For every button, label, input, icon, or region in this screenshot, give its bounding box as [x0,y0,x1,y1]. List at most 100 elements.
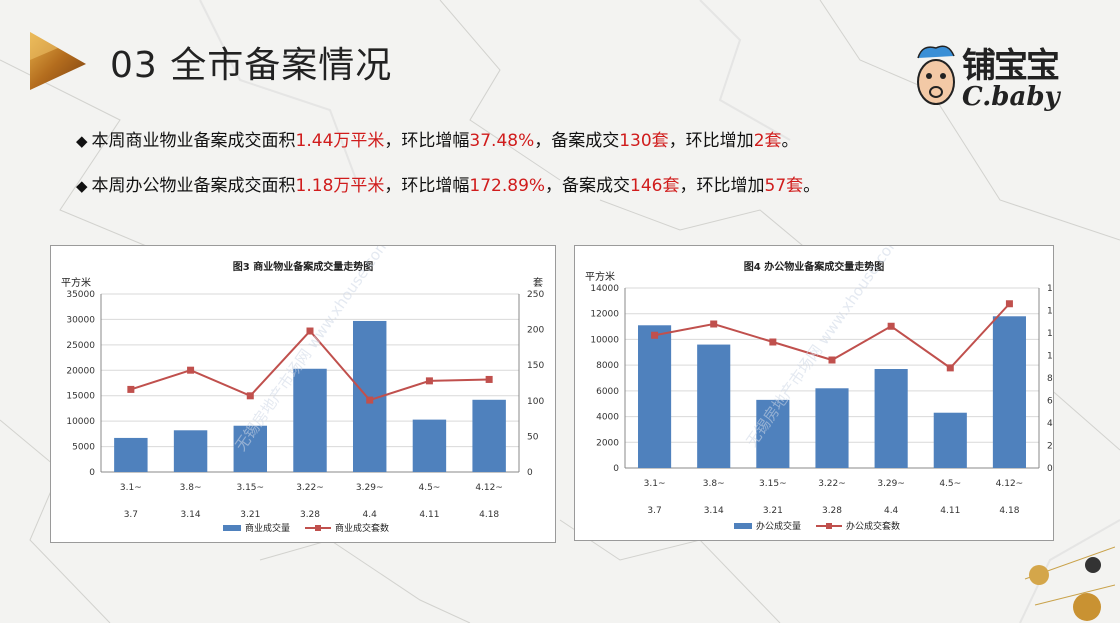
bullet-text: ，备案成交 [545,176,631,196]
x-tick-label-line2: 3.28 [822,506,842,516]
x-tick-label: 3.29~ [356,483,384,493]
x-tick-label: 4.5~ [418,483,440,493]
chart-title: 图4 办公物业备案成交量走势图 [744,260,884,273]
x-tick-label-line2: 3.28 [300,510,320,520]
bar [114,437,148,472]
line-point [1005,300,1013,308]
line-point [366,396,374,404]
y-tick-label: 2000 [596,438,619,448]
bullet-text: 。 [781,131,799,151]
x-tick-label: 3.29~ [877,479,905,489]
y-tick-label: 4000 [596,413,619,423]
y-tick-label: 14000 [590,284,619,294]
bar [233,425,268,472]
bar [293,368,327,472]
x-tick-label-line2: 3.14 [704,506,724,516]
x-tick-label: 3.8~ [703,479,725,489]
y-tick-label: 30000 [66,315,95,325]
y-tick-label: 0 [613,464,619,474]
bullet-text: 本周商业物业备案成交面积 [91,131,296,151]
y2-tick-label: 150 [527,361,544,371]
bar [173,430,208,472]
bullet-text: ，环比增幅 [384,131,470,151]
x-tick-label-line2: 3.14 [181,510,201,520]
legend-label: 商业成交量 [245,522,290,534]
x-tick-label-line2: 3.21 [240,510,260,520]
bar [697,344,731,468]
bullet-highlight: 57套 [764,176,804,196]
line-point [651,331,659,339]
bullet-highlight: 37.48% [469,131,535,151]
line-point [246,392,254,400]
chart-office: 图4 办公物业备案成交量走势图平方米套020004000600080001000… [574,245,1054,541]
chart-title: 图3 商业物业备案成交量走势图 [233,260,373,273]
bar [815,388,849,468]
x-tick-label-line2: 4.18 [999,506,1019,516]
chart-commercial: 图3 商业物业备案成交量走势图 平方米 套 0 5000 10000 15000 20000 2… [50,245,556,543]
bullet-office: ◆ 本周办公物业备案成交面积1.18万平米，环比增幅172.89%，备案成交146… [76,171,820,196]
legend-bar-swatch [223,525,241,531]
y-tick-label: 25000 [66,341,95,351]
y-axis-label: 平方米 [585,270,615,283]
line-point [425,377,433,385]
bar [756,399,790,468]
y2-tick-label: 20 [1047,442,1053,452]
line-point [710,320,718,328]
line-point [887,322,895,330]
line-point [769,338,777,346]
x-tick-label-line2: 4.4 [884,506,899,516]
y-tick-label: 0 [89,468,95,478]
bullet-highlight: 130套 [619,131,669,151]
line-point [127,385,135,393]
bullet-text: ，环比增加 [668,131,754,151]
bar [933,412,967,468]
x-tick-label: 3.15~ [236,483,264,493]
bullet-commercial: ◆ 本周商业物业备案成交面积1.44万平米，环比增幅37.48%，备案成交130套… [76,126,799,151]
y-tick-label: 15000 [66,392,95,402]
y2-tick-label: 250 [527,290,544,300]
legend-label: 商业成交套数 [335,522,389,534]
line-point [187,366,195,374]
y-tick-label: 12000 [590,310,619,320]
x-tick-label: 3.15~ [759,479,787,489]
y2-tick-label: 0 [1047,464,1053,474]
bullet-highlight: 146套 [630,176,680,196]
x-tick-label: 4.12~ [475,483,503,493]
y2-tick-label: 100 [527,397,544,407]
logo-english-text: C.baby [962,82,1060,112]
bar [992,316,1026,468]
bar [472,399,506,472]
y-tick-label: 5000 [72,443,95,453]
y-tick-label: 10000 [590,335,619,345]
y2-tick-label: 0 [527,468,533,478]
y2-tick-label: 120 [1047,329,1053,339]
x-tick-label-line2: 4.11 [419,510,439,520]
x-tick-label-line2: 3.7 [647,506,661,516]
y2-tick-label: 50 [527,432,539,442]
bar [874,369,908,468]
x-tick-label: 4.5~ [939,479,961,489]
y-tick-label: 20000 [66,366,95,376]
legend-label: 办公成交套数 [846,520,900,532]
title-triangle-icon [30,32,86,90]
baby-mascot-icon [917,45,955,105]
bullet-highlight: 1.44万平米 [295,131,385,151]
line-point [306,327,314,335]
bar [638,325,672,468]
x-tick-label: 3.22~ [296,483,324,493]
diamond-bullet-icon: ◆ [76,132,88,150]
y2-tick-label: 60 [1047,397,1053,407]
y-tick-label: 10000 [66,417,95,427]
bullet-text: 本周办公物业备案成交面积 [91,176,296,196]
y2-tick-label: 80 [1047,374,1053,384]
line-point [828,356,836,364]
line-point [946,364,954,372]
x-tick-label-line2: 4.18 [479,510,499,520]
bar [412,419,447,472]
page-title: 03 全市备案情况 [110,45,393,86]
bullet-text: ，环比增幅 [384,176,470,196]
x-tick-label: 4.12~ [996,479,1024,489]
legend-label: 办公成交量 [756,520,801,532]
legend-line-marker [826,523,832,529]
